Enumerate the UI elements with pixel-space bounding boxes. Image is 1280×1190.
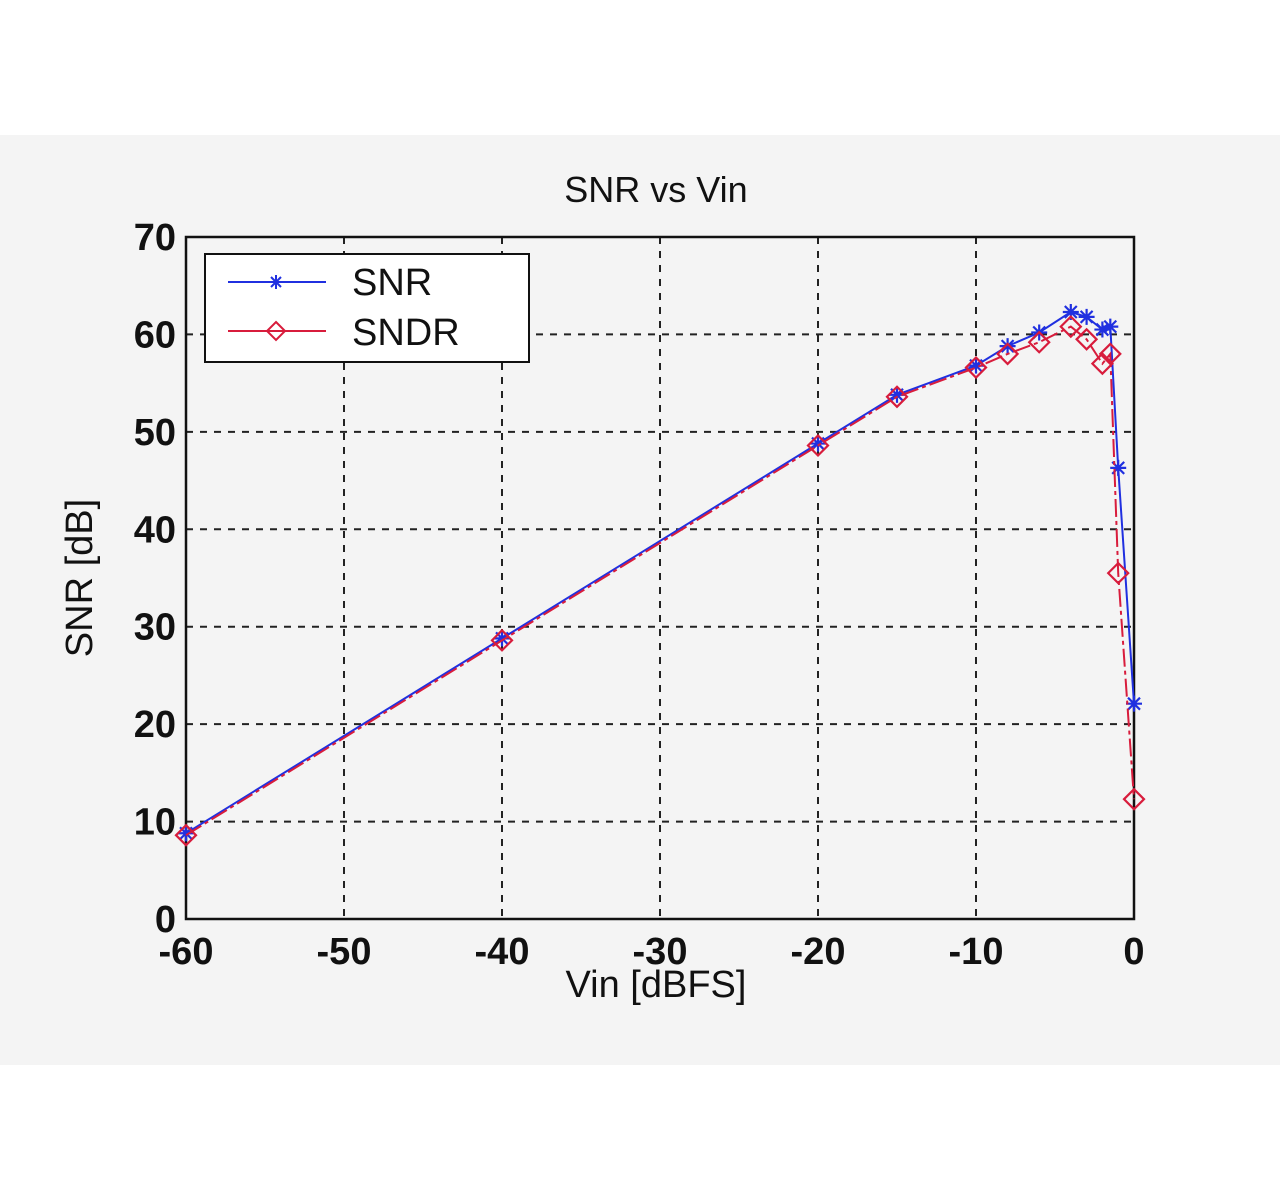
snr-point: [999, 338, 1016, 355]
y-tick-label: 20: [134, 704, 176, 746]
legend-sndr-marker: [265, 320, 287, 342]
chart-title: SNR vs Vin: [564, 169, 747, 210]
y-tick-label: 0: [155, 899, 176, 941]
x-tick-label: -10: [949, 931, 1004, 973]
y-tick-label: 30: [134, 607, 176, 649]
sndr-point: [1090, 352, 1114, 376]
legend-snr-label: SNR: [352, 262, 432, 304]
x-tick-label: -20: [791, 931, 846, 973]
sndr-point: [1027, 330, 1051, 354]
sndr-point: [1059, 315, 1083, 339]
snr-point: [178, 825, 194, 842]
snr-vs-vin-chart: SNR vs Vin -60 -50 -40 -30 -20 -10 0 0 10 20 30 40 5…: [59, 169, 1146, 1006]
chart-frame: SNR vs Vin -60 -50 -40 -30 -20 -10 0 0 10 20 30 40 5…: [0, 135, 1280, 1065]
x-tick-label: 0: [1123, 931, 1144, 973]
y-tick-label: 10: [134, 802, 176, 844]
x-tick-label: -30: [633, 931, 688, 973]
sndr-point: [806, 433, 830, 458]
sndr-point: [964, 355, 988, 380]
legend: SNR SNDR: [204, 253, 530, 363]
y-axis-label: SNR [dB]: [59, 499, 101, 657]
grid-lines: [186, 237, 1134, 919]
x-axis-label: Vin [dBFS]: [566, 964, 747, 1006]
sndr-point: [490, 628, 514, 652]
y-tick-label: 60: [134, 314, 176, 356]
x-tick-label: -40: [475, 931, 530, 973]
legend-sndr-label: SNDR: [352, 312, 460, 354]
series-layer: [174, 304, 1146, 847]
sndr-point: [996, 342, 1020, 366]
sndr-point: [174, 823, 198, 847]
x-tick-label: -50: [317, 931, 372, 973]
sndr-line: [185, 325, 1135, 837]
snr-point: [1094, 321, 1111, 338]
snr-point: [810, 435, 826, 452]
axis-ticks: -60 -50 -40 -30 -20 -10 0 0 10 20 30 40 50 60 70: [134, 217, 1145, 973]
snr-point: [968, 357, 984, 374]
snr-point: [1102, 318, 1119, 335]
snr-point: [1110, 459, 1127, 476]
y-tick-label: 70: [134, 217, 176, 259]
sndr-point: [1122, 787, 1146, 811]
y-tick-label: 50: [134, 412, 176, 454]
snr-point: [494, 630, 510, 647]
legend-snr-marker: [269, 275, 283, 289]
snr-point: [889, 386, 905, 403]
legend-box: [204, 253, 530, 363]
snr-point: [1126, 695, 1142, 712]
sndr-point: [1106, 561, 1130, 585]
plot-area-frame: [184, 235, 1136, 921]
y-tick-label: 40: [134, 509, 176, 551]
sndr-point: [1098, 342, 1122, 366]
snr-point: [1062, 304, 1079, 321]
x-tick-label: -60: [159, 931, 214, 973]
sndr-point: [1075, 327, 1099, 351]
snr-point: [1078, 308, 1095, 325]
sndr-point: [885, 385, 909, 409]
